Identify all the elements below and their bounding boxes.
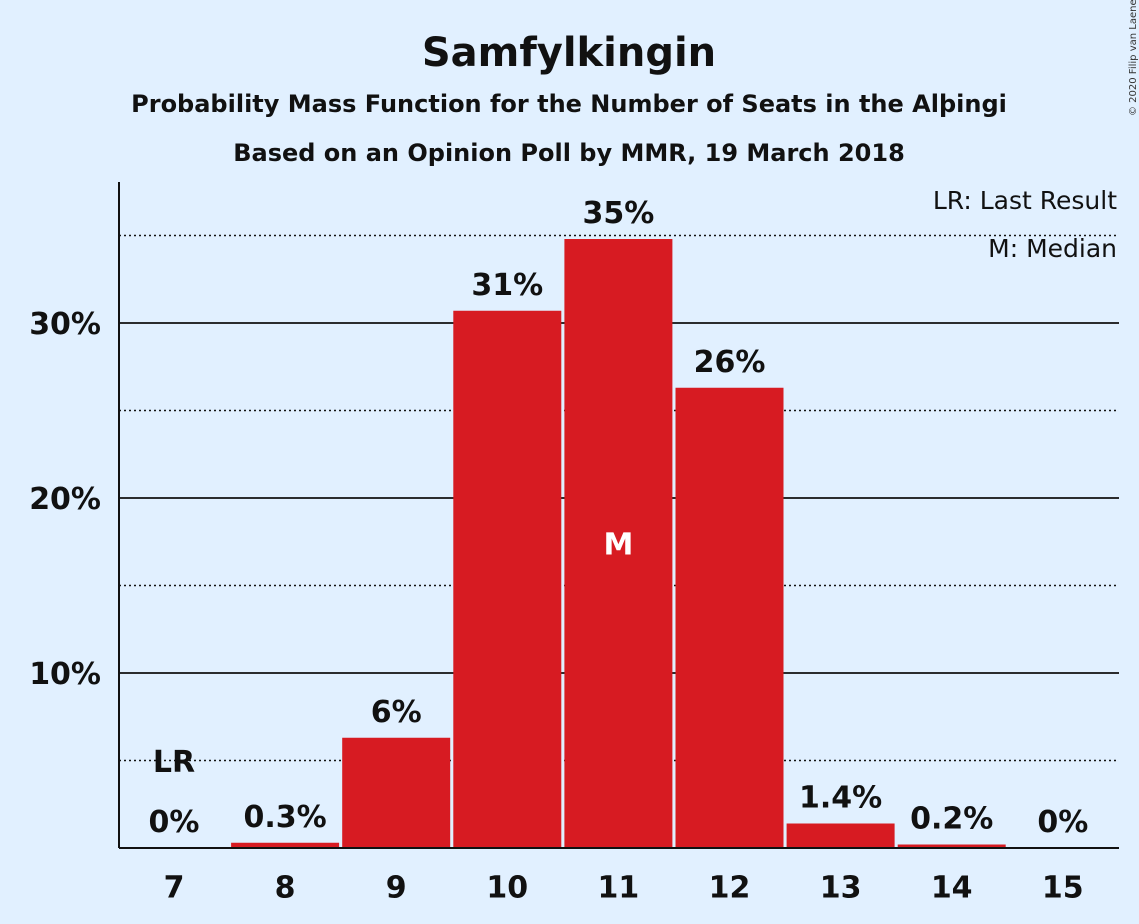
x-tick-label-14: 14 <box>931 871 973 906</box>
bar-11 <box>564 239 673 848</box>
y-tick-label: 20% <box>29 482 101 517</box>
x-tick-label-10: 10 <box>486 871 528 906</box>
data-label-10: 31% <box>471 268 543 303</box>
x-tick-label-8: 8 <box>275 871 296 906</box>
data-label-7: 0% <box>149 805 200 840</box>
bar-10 <box>453 310 562 848</box>
x-tick-label-7: 7 <box>164 871 185 906</box>
axes-group: 10% 20% 30% <box>29 182 1119 849</box>
data-label-15: 0% <box>1037 805 1088 840</box>
x-tick-label-11: 11 <box>598 871 640 906</box>
y-tick-label: 30% <box>29 307 101 342</box>
copyright-text: © 2020 Filip van Laenen <box>1128 0 1139 116</box>
bar-9 <box>342 737 451 848</box>
bars-group <box>231 239 1006 848</box>
chart-title: Samfylkingin <box>422 30 716 76</box>
legend-last-result: LR: Last Result <box>933 186 1117 215</box>
bar-14 <box>897 844 1006 848</box>
x-tick-label-9: 9 <box>386 871 407 906</box>
x-tick-label-12: 12 <box>709 871 751 906</box>
x-tick-label-13: 13 <box>820 871 862 906</box>
bar-8 <box>231 842 340 848</box>
median-marker: M <box>603 528 633 563</box>
data-label-13: 1.4% <box>799 781 882 816</box>
chart-subtitle-poll: Based on an Opinion Poll by MMR, 19 Marc… <box>233 139 905 167</box>
y-tick-label: 10% <box>29 657 101 692</box>
data-label-8: 0.3% <box>243 800 326 835</box>
labels-group: 0% 7 LR 0.3% 8 6% 9 31% 10 35% 11 M 26% 12 1.4% 13 0.2% 1… <box>149 196 1089 906</box>
data-label-12: 26% <box>694 345 766 380</box>
bar-13 <box>786 823 895 848</box>
bar-12 <box>675 387 784 848</box>
data-label-11: 35% <box>582 196 654 231</box>
chart-subtitle: Probability Mass Function for the Number… <box>131 90 1007 118</box>
legend-median: M: Median <box>988 234 1117 263</box>
data-label-9: 6% <box>371 695 422 730</box>
x-tick-label-15: 15 <box>1042 871 1084 906</box>
data-label-14: 0.2% <box>910 802 993 837</box>
last-result-marker: LR <box>153 745 195 780</box>
